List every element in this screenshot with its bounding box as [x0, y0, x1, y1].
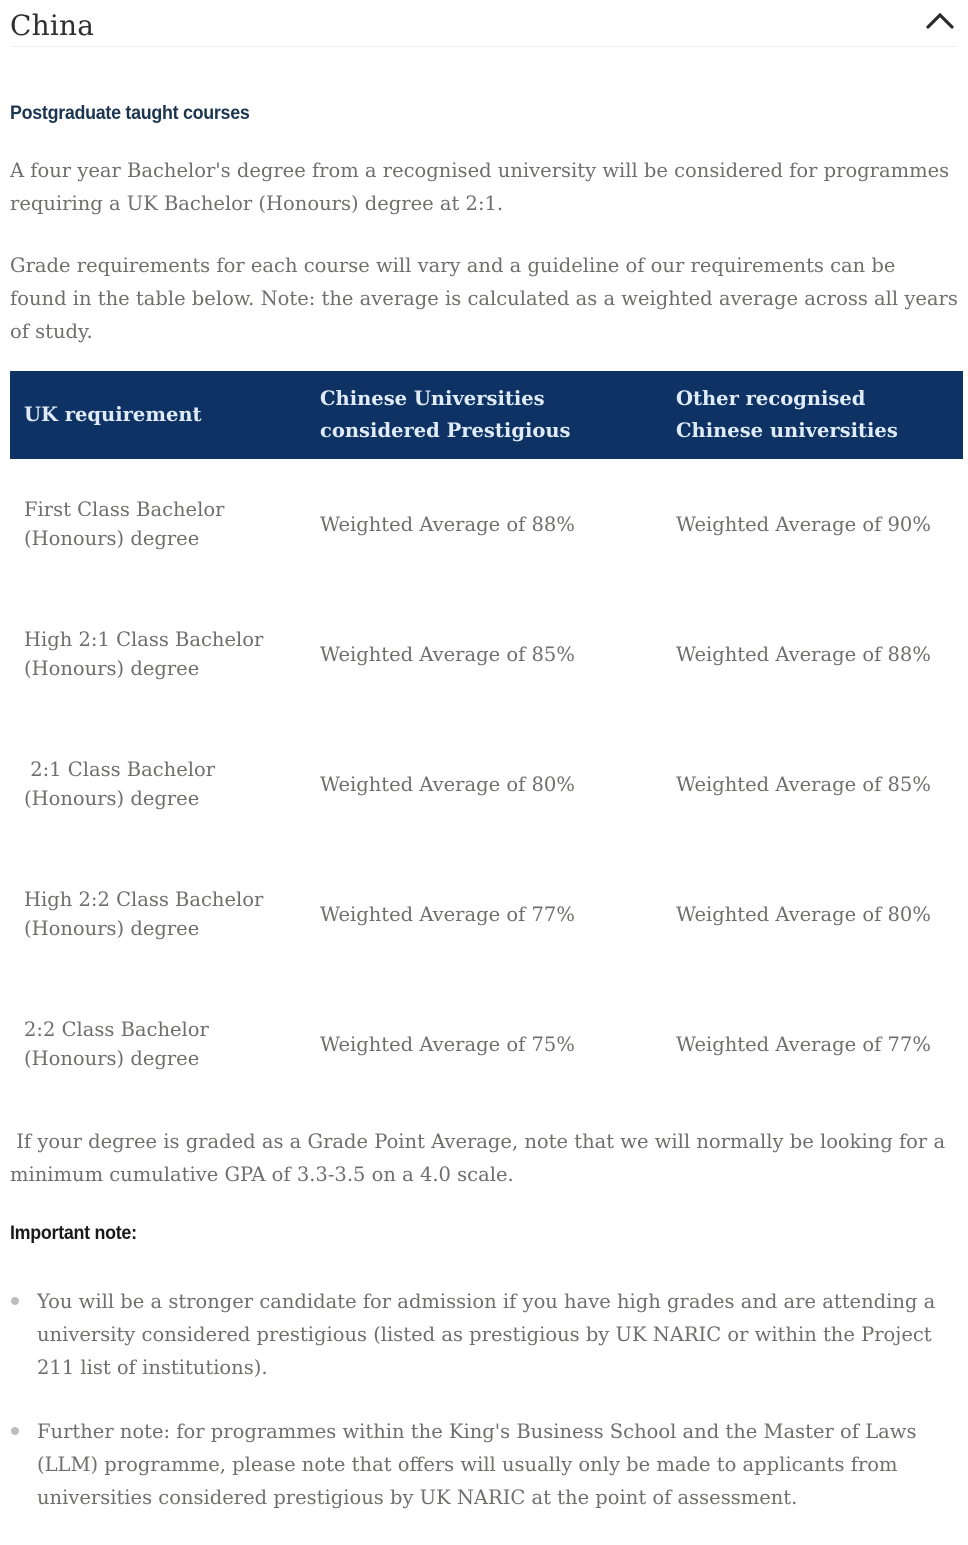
cell-prestigious-value: Weighted Average of 77%	[320, 902, 575, 926]
table-row: High 2:2 Class Bachelor (Honours) degree…	[10, 849, 963, 979]
requirements-table: UK requirement Chinese Universities cons…	[10, 371, 963, 1109]
cell-other-value: Weighted Average of 85%	[676, 772, 931, 796]
cell-prestigious-value: Weighted Average of 80%	[320, 772, 575, 796]
cell-other-value: Weighted Average of 90%	[676, 512, 931, 536]
cell-uk-requirement: High 2:1 Class Bachelor (Honours) degree	[24, 628, 270, 680]
cell-prestigious-value: Weighted Average of 75%	[320, 1032, 575, 1056]
gpa-note-paragraph: If your degree is graded as a Grade Poin…	[10, 1130, 952, 1186]
table-header-other-universities: Other recognised Chinese universities	[676, 387, 898, 442]
table-row: High 2:1 Class Bachelor (Honours) degree…	[10, 589, 963, 719]
intro-paragraph: A four year Bachelor's degree from a rec…	[10, 159, 956, 215]
table-row: First Class Bachelor (Honours) degree We…	[10, 459, 963, 589]
table-row: 2:1 Class Bachelor (Honours) degree Weig…	[10, 719, 963, 849]
page-title: China	[10, 9, 95, 42]
bullet-text: You will be a stronger candidate for adm…	[37, 1290, 936, 1379]
table-header-row: UK requirement Chinese Universities cons…	[10, 371, 963, 459]
bullet-text: Further note: for programmes within the …	[37, 1420, 917, 1509]
important-notes-list: You will be a stronger candidate for adm…	[10, 1285, 958, 1514]
table-row: 2:2 Class Bachelor (Honours) degree Weig…	[10, 979, 963, 1109]
country-requirements-panel: China Postgraduate taught courses A four…	[10, 0, 965, 1514]
list-item: Further note: for programmes within the …	[10, 1415, 958, 1514]
cell-uk-requirement: First Class Bachelor (Honours) degree	[24, 498, 231, 550]
bullet-icon	[11, 1297, 19, 1305]
cell-uk-requirement: 2:2 Class Bachelor (Honours) degree	[24, 1018, 216, 1070]
cell-prestigious-value: Weighted Average of 88%	[320, 512, 575, 536]
cell-other-value: Weighted Average of 88%	[676, 642, 931, 666]
subsection-heading: Postgraduate taught courses	[10, 103, 250, 124]
accordion-header-china[interactable]: China	[10, 0, 958, 47]
bullet-icon	[11, 1427, 19, 1435]
cell-other-value: Weighted Average of 80%	[676, 902, 931, 926]
grade-requirements-paragraph: Grade requirements for each course will …	[10, 254, 965, 343]
cell-uk-requirement: 2:1 Class Bachelor (Honours) degree	[24, 758, 222, 810]
table-header-uk-requirement: UK requirement	[24, 403, 202, 426]
cell-prestigious-value: Weighted Average of 85%	[320, 642, 575, 666]
cell-other-value: Weighted Average of 77%	[676, 1032, 931, 1056]
cell-uk-requirement: High 2:2 Class Bachelor (Honours) degree	[24, 888, 270, 940]
chevron-up-icon[interactable]	[925, 11, 955, 31]
important-note-heading: Important note:	[10, 1223, 137, 1244]
list-item: You will be a stronger candidate for adm…	[10, 1285, 958, 1384]
table-header-prestigious-universities: Chinese Universities considered Prestigi…	[320, 387, 571, 442]
